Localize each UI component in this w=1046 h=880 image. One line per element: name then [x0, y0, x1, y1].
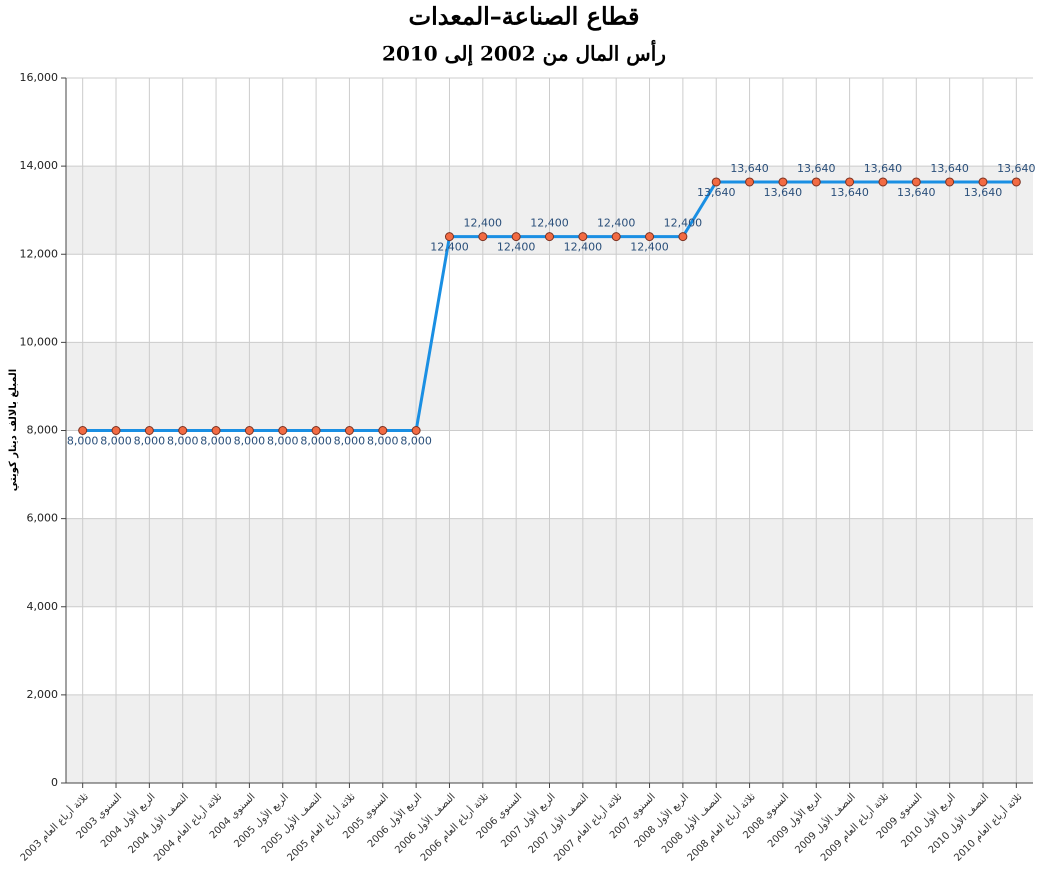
data-label: 8,000	[334, 435, 366, 448]
marker	[311, 426, 321, 435]
y-axis-label: المبلغ بالالف دينار كويتي	[8, 369, 19, 491]
marker	[344, 426, 354, 435]
chart-title: قطاع الصناعة–المعدات	[409, 2, 640, 32]
data-label: 8,000	[167, 435, 199, 448]
marker	[578, 232, 588, 242]
x-tick-label: النصف الأول 2007	[525, 790, 591, 856]
data-label: 13,640	[764, 186, 803, 199]
data-label: 12,400	[430, 241, 469, 254]
data-label: 13,640	[930, 162, 969, 175]
data-label: 13,640	[964, 186, 1003, 199]
marker	[378, 426, 388, 435]
data-label: 12,400	[564, 241, 603, 254]
data-label: 8,000	[267, 435, 299, 448]
data-label: 8,000	[234, 435, 266, 448]
data-label: 8,000	[134, 435, 166, 448]
y-tick-label: 0	[51, 776, 58, 789]
data-label: 8,000	[67, 435, 99, 448]
marker	[1011, 177, 1021, 187]
y-tick-label: 8,000	[27, 424, 59, 437]
marker	[78, 426, 88, 435]
marker	[811, 177, 821, 187]
x-tick-label: النصف الأول 2004	[125, 790, 191, 856]
marker	[711, 177, 721, 187]
data-label: 12,400	[597, 217, 636, 230]
x-tick-label: النصف الأول 2009	[792, 790, 858, 856]
chart-subtitle: رأس المال من 2002 إلى 2010	[382, 40, 666, 67]
data-label: 12,400	[530, 217, 569, 230]
marker	[411, 426, 421, 435]
data-label: 12,400	[464, 217, 503, 230]
marker	[211, 426, 221, 435]
marker	[778, 177, 788, 187]
data-label: 13,640	[730, 162, 769, 175]
marker	[845, 177, 855, 187]
marker	[678, 232, 688, 242]
data-label: 13,640	[697, 186, 736, 199]
marker	[978, 177, 988, 187]
marker	[178, 426, 188, 435]
y-tick-label: 12,000	[20, 247, 59, 260]
data-label: 8,000	[100, 435, 132, 448]
data-label: 8,000	[200, 435, 232, 448]
data-label: 13,640	[897, 186, 936, 199]
data-label: 8,000	[367, 435, 399, 448]
data-label: 12,400	[497, 241, 536, 254]
marker	[945, 177, 955, 187]
y-tick-label: 16,000	[20, 71, 59, 84]
data-label: 13,640	[830, 186, 869, 199]
data-label: 8,000	[400, 435, 432, 448]
y-tick-label: 2,000	[27, 688, 59, 701]
x-tick-label: النصف الأول 2006	[392, 790, 458, 856]
data-label: 13,640	[797, 162, 836, 175]
data-label: 12,400	[664, 217, 703, 230]
marker	[511, 232, 521, 242]
x-tick-label: النصف الأول 2010	[925, 790, 991, 856]
marker	[444, 232, 454, 242]
x-tick-label: النصف الأول 2005	[258, 790, 324, 856]
marker	[878, 177, 888, 187]
data-label: 12,400	[630, 241, 669, 254]
marker	[911, 177, 921, 187]
marker	[745, 177, 755, 187]
marker	[278, 426, 288, 435]
data-label: 8,000	[300, 435, 332, 448]
marker	[111, 426, 121, 435]
data-label: 13,640	[997, 162, 1036, 175]
x-tick-label: النصف الأول 2008	[659, 790, 725, 856]
y-tick-label: 4,000	[27, 600, 59, 613]
marker	[545, 232, 554, 242]
data-label: 13,640	[864, 162, 903, 175]
y-tick-label: 10,000	[20, 335, 59, 348]
marker	[645, 232, 655, 242]
marker	[144, 426, 154, 435]
marker	[611, 232, 621, 242]
y-tick-label: 14,000	[20, 159, 59, 172]
marker	[478, 232, 488, 242]
marker	[244, 426, 254, 435]
y-tick-label: 6,000	[27, 512, 59, 525]
